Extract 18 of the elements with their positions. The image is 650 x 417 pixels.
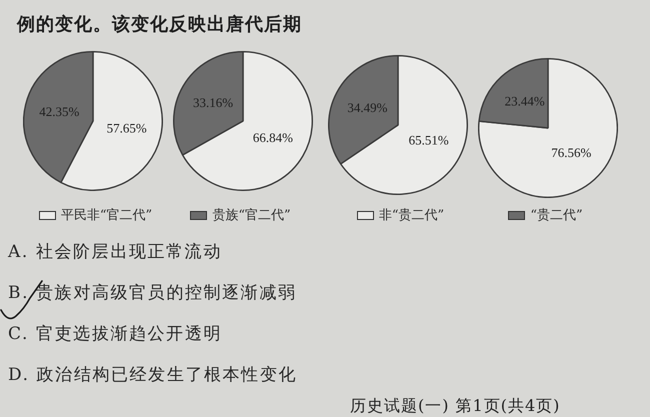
- data-label: 65.51%: [408, 132, 449, 148]
- data-label: 66.84%: [252, 130, 294, 145]
- legend-label: 平民非“官二代”: [60, 207, 152, 224]
- text: 历史试题(一) 第1页(共4页): [350, 396, 560, 416]
- text: C. 官吏选拔渐趋公开透明: [8, 323, 224, 346]
- legend-label: “贵二代”: [530, 207, 583, 224]
- data-label: 76.56%: [551, 145, 592, 160]
- data-label: 42.35%: [39, 104, 80, 120]
- text: B. 贵族对高级官员的控制逐渐减弱: [8, 282, 298, 305]
- text: A. 社会阶层出现正常流动: [8, 241, 223, 264]
- data-label: 34.49%: [347, 100, 388, 116]
- data-label: 33.16%: [193, 94, 234, 110]
- text: 例的变化。该变化反映出唐代后期: [17, 14, 302, 36]
- legend-label: 非“贵二代”: [378, 207, 444, 224]
- legend-label: 贵族“官二代”: [212, 207, 291, 224]
- data-label: 23.44%: [504, 94, 545, 109]
- data-label: 57.65%: [106, 120, 147, 136]
- text: D. 政治结构已经发生了根本性变化: [8, 364, 298, 387]
